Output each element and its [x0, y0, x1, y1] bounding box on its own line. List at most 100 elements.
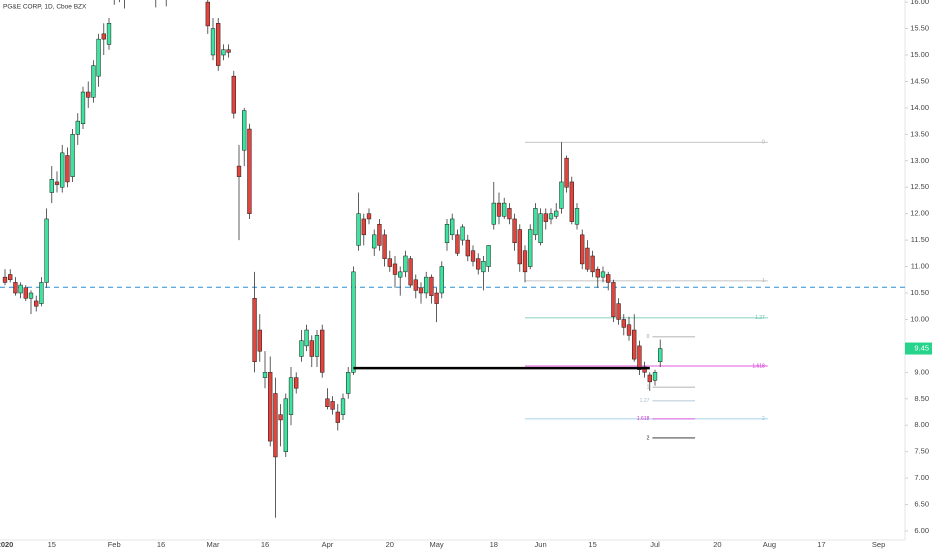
candle-body	[481, 261, 486, 273]
y-tick-label: 11.50	[911, 235, 929, 244]
candle-body	[221, 49, 226, 56]
x-tick-label: May	[430, 540, 444, 549]
fib-label: 1.618	[637, 416, 650, 422]
x-tick-label: Feb	[108, 540, 121, 549]
candle-body	[398, 271, 403, 278]
candle-body	[283, 398, 288, 452]
candle-body	[18, 284, 23, 294]
candle-body	[434, 292, 439, 304]
candle-body	[652, 372, 658, 381]
candle-body	[528, 229, 533, 267]
fib-label: 0	[647, 334, 650, 340]
candle-body	[226, 49, 231, 53]
candle-body	[8, 274, 13, 281]
candle-body	[377, 224, 382, 246]
candle-body	[210, 28, 216, 56]
candle-body	[91, 65, 96, 98]
y-tick-label: 6.50	[914, 500, 929, 509]
x-tick-label: 17	[817, 540, 825, 549]
candle-body	[512, 218, 517, 244]
candle-body	[455, 234, 460, 254]
y-tick-label: 8.00	[914, 420, 929, 429]
x-tick-label: Jul	[650, 540, 660, 549]
last-price-label: 9.45	[914, 344, 929, 353]
candle-body	[44, 218, 49, 283]
candle-body	[507, 208, 512, 220]
candle-body	[231, 75, 236, 114]
candle-body	[564, 157, 569, 188]
candle-body	[465, 239, 470, 257]
candle-body	[616, 303, 621, 320]
candle-body	[600, 271, 606, 278]
candle-body	[39, 282, 44, 304]
candle-body	[450, 218, 455, 236]
fib-label: 1.27	[755, 315, 765, 321]
candle-body	[470, 250, 476, 262]
candle-body	[96, 38, 101, 77]
candle-body	[278, 414, 283, 421]
plot-area: 0 1 1.27 1.618 2 0 1 1.27 1.618 2	[0, 0, 905, 518]
candle-body	[424, 276, 429, 294]
y-tick-label: 7.00	[914, 473, 929, 482]
candle-body	[205, 1, 210, 27]
y-tick-label: 13.00	[910, 156, 929, 165]
y-tick-label: 14.00	[910, 103, 929, 112]
fib-label: 2	[647, 435, 650, 441]
candle-body	[486, 245, 491, 267]
candle-body	[580, 234, 585, 265]
candle-body	[658, 348, 663, 363]
last-price-box	[905, 342, 932, 355]
candle-body	[309, 340, 314, 357]
candle-body	[413, 279, 418, 291]
candle-body	[65, 155, 70, 183]
x-tick-label: 20	[386, 540, 394, 549]
candle-body	[502, 202, 507, 217]
candle-body	[496, 202, 502, 217]
candle-body	[429, 276, 434, 296]
candle-body	[325, 398, 330, 407]
candle-body	[28, 292, 34, 299]
candle-body	[86, 91, 91, 98]
candle-body	[637, 345, 642, 370]
candle-body	[13, 282, 18, 294]
y-tick-label: 12.50	[910, 182, 929, 191]
fib-label: 2	[762, 416, 765, 422]
candle-body	[257, 329, 262, 352]
candle-body	[288, 377, 294, 415]
candle-body	[23, 287, 28, 299]
candle-body	[382, 234, 387, 259]
y-tick-label: 12.00	[910, 209, 929, 218]
candle-body	[268, 372, 273, 442]
candle-body	[60, 152, 65, 188]
candle-body	[75, 120, 80, 135]
candle-body	[626, 324, 632, 336]
candle-body	[356, 213, 361, 246]
candle-body	[330, 401, 335, 410]
fib-label: 1.618	[752, 363, 765, 369]
candle-body	[294, 377, 299, 389]
x-tick-label: Aug	[763, 540, 776, 549]
x-tick-label: Jun	[535, 540, 547, 549]
candle-body	[632, 329, 637, 360]
candle-body	[418, 287, 424, 294]
y-tick-label: 14.50	[910, 76, 929, 85]
candle-body	[606, 274, 611, 283]
candle-body	[647, 374, 652, 383]
candle-body	[611, 282, 616, 318]
candle-body	[548, 213, 554, 220]
candle-body	[346, 372, 351, 394]
candle-body	[70, 134, 75, 177]
x-tick-label: 20	[713, 540, 721, 549]
fib-label: 1.27	[640, 398, 650, 404]
candle-body	[216, 23, 221, 66]
candle-body	[538, 213, 543, 244]
candle-body	[2, 276, 8, 283]
x-tick-label: Mar	[207, 540, 220, 549]
candle-body	[585, 247, 590, 270]
candle-body	[299, 340, 304, 357]
candle-body	[439, 266, 444, 294]
x-tick-label: 16	[157, 540, 165, 549]
